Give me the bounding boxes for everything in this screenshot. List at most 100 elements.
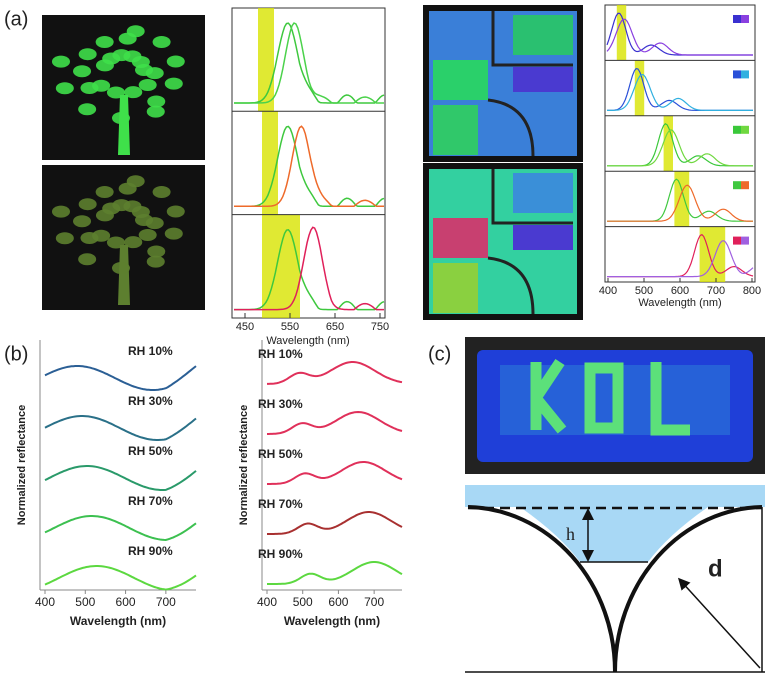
arc-left [467,505,617,673]
x-tick-label: 500 [635,285,653,297]
spectrum-curve [267,361,403,385]
tree-leaf [146,255,165,268]
legend-swatch [733,181,741,190]
curve-label: RH 30% [128,394,173,408]
curve-label: RH 50% [258,447,303,461]
panel-label: (a) [4,8,28,30]
tree-leaf [147,245,166,258]
highlight-band [634,60,645,116]
x-tick-label: 700 [364,595,384,609]
x-axis-label: Wavelength (nm) [284,614,380,628]
x-tick-label: 700 [156,595,176,609]
legend-swatch [733,15,741,23]
tree-leaf [124,236,143,249]
liquid-fill [520,507,708,562]
x-tick-label: 650 [326,321,344,333]
curve-label: RH 90% [128,544,173,558]
tree-leaf [164,227,183,240]
tree-leaf [95,186,114,199]
pattern-region [433,105,478,155]
tree-leaf [78,48,97,61]
curve-label: RH 10% [128,344,173,358]
tree-leaf [51,55,70,68]
tree-leaf [145,67,164,80]
panel-label: (b) [4,343,28,365]
x-tick-label: 400 [257,595,277,609]
x-tick-label: 450 [236,321,254,333]
tree-leaf [152,35,171,48]
curve-label: RH 30% [258,397,303,411]
x-tick-label: 600 [328,595,348,609]
spectrum-curve [267,511,403,535]
spectrum-curve [234,125,385,208]
curve-label: RH 50% [128,444,173,458]
curve-label: RH 70% [258,497,303,511]
spectrum-curve [607,129,753,167]
tree-leaf [80,81,99,94]
tree-leaf [95,36,114,49]
spectrum-curve [607,67,753,111]
tree-leaf [147,95,166,108]
spectrum-curve [607,184,753,222]
plot-frame [604,4,756,283]
h-label: h [566,524,575,544]
x-tick-label: 500 [75,595,95,609]
curve-label: RH 90% [258,547,303,561]
pattern-region [433,60,488,100]
pattern-region [433,218,488,258]
tree-leaf [55,82,74,95]
spectrum-curve [267,461,403,485]
tree-leaf [126,25,145,38]
spectrum-curve [267,561,403,585]
highlight-band [674,171,690,227]
legend-swatch [741,125,749,134]
spectrum-curve [606,12,753,56]
legend-swatch [741,15,749,23]
tree-leaf [78,103,97,116]
tree-leaf [55,232,74,245]
highlight-band [262,111,278,215]
tree-leaf [138,228,157,241]
pattern-region [513,225,573,250]
spectrum-curve [44,465,197,491]
pattern-region [513,67,573,92]
tree-leaf [73,65,92,78]
x-tick-label: 400 [599,285,617,297]
y-axis-label: Normalized reflectance [16,405,28,525]
tree-leaf [80,231,99,244]
legend-swatch [741,181,749,190]
tree-leaf [106,86,125,99]
tree-leaf [73,215,92,228]
highlight-band [616,5,627,61]
plot-frame [231,7,386,319]
photo-letter [650,362,690,436]
panel-label: (c) [428,343,451,365]
curve-label: RH 10% [258,347,303,361]
spectrum-curve [44,415,197,441]
spectrum-curve [267,410,403,435]
tree-leaf [111,261,130,274]
x-axis-label: Wavelength (nm) [266,335,349,347]
arc-right [613,505,763,673]
tree-leaf [111,111,130,124]
spectrum-curve [607,73,753,111]
tree-leaf [152,185,171,198]
liquid-top [465,485,765,507]
legend-swatch [733,70,741,79]
spectrum-curve [234,125,384,208]
d-arrow [677,577,761,669]
spectrum-curve [607,240,754,278]
spectrum-curve [44,515,197,542]
tree-leaf [95,209,114,222]
tree-leaf [51,205,70,218]
pattern-region [513,15,573,55]
x-tick-label: 550 [281,321,299,333]
tree-leaf [145,217,164,230]
highlight-band [663,115,673,172]
legend-swatch [741,236,749,245]
pattern-border [487,11,573,157]
tree-leaf [126,175,145,188]
legend-swatch [733,236,741,245]
x-tick-label: 600 [671,285,689,297]
